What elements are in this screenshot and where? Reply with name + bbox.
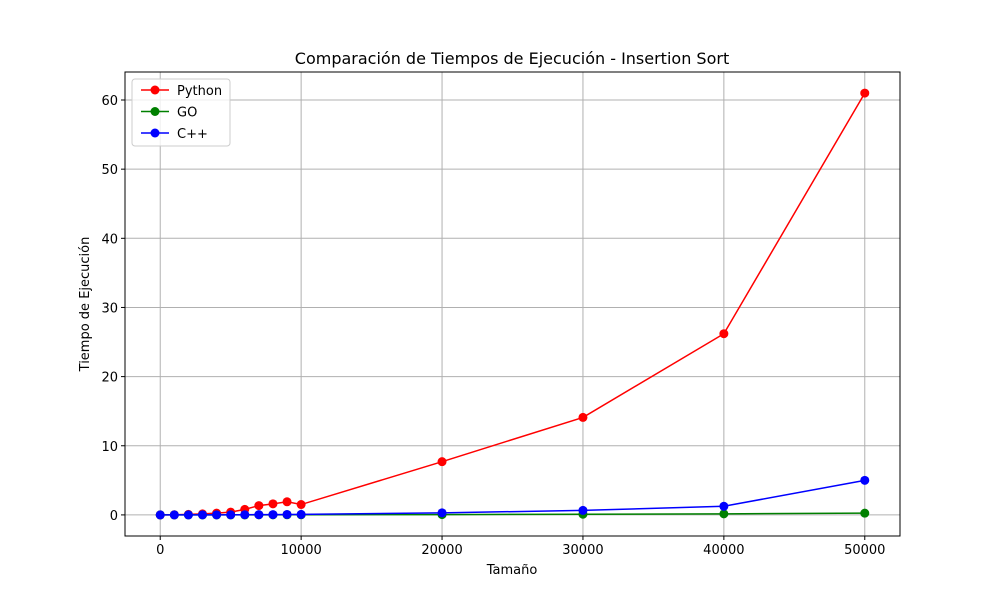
legend-item: Python	[141, 84, 222, 99]
data-point-cpp	[268, 510, 278, 520]
data-point-cpp	[240, 510, 250, 520]
y-tick-label: 10	[101, 440, 118, 455]
x-tick-label: 10000	[280, 543, 321, 558]
y-tick-label: 30	[101, 301, 118, 316]
y-tick-label: 20	[101, 371, 118, 386]
y-axis: 0 10 20 30 40 50 60	[101, 94, 125, 524]
data-point-cpp	[296, 509, 306, 519]
data-point-python	[578, 412, 588, 422]
chart-title: Comparación de Tiempos de Ejecución - In…	[295, 49, 729, 68]
x-tick-label: 50000	[844, 543, 885, 558]
legend: Python GO C++	[131, 78, 231, 147]
data-point-cpp	[860, 475, 870, 485]
data-point-cpp	[282, 509, 292, 519]
data-point-python	[719, 329, 729, 339]
data-point-cpp	[578, 505, 588, 515]
data-point-go	[719, 509, 729, 519]
y-tick-label: 60	[101, 94, 118, 109]
data-point-cpp	[719, 501, 729, 511]
series-cpp	[155, 475, 870, 520]
y-tick-label: 0	[110, 509, 118, 524]
legend-marker	[150, 128, 160, 138]
data-point-cpp	[437, 508, 447, 518]
grid-lines	[125, 72, 900, 536]
data-point-go	[860, 508, 870, 518]
data-point-python	[282, 497, 292, 507]
x-tick-label: 0	[156, 543, 164, 558]
legend-label: C++	[177, 127, 208, 142]
legend-marker	[150, 107, 160, 116]
series-layer	[155, 88, 870, 520]
data-point-python	[268, 499, 278, 509]
data-point-cpp	[212, 510, 222, 520]
legend-item: GO	[141, 106, 197, 121]
legend-label: Python	[177, 84, 222, 99]
x-tick-label: 20000	[421, 543, 462, 558]
data-point-cpp	[155, 510, 165, 520]
data-point-cpp	[226, 510, 236, 520]
legend-label: GO	[177, 106, 197, 121]
data-point-cpp	[169, 510, 179, 520]
x-axis-title: Tamaño	[486, 563, 538, 578]
data-point-python	[296, 500, 306, 510]
x-axis: 0 10000 20000 30000 40000 50000	[156, 536, 885, 558]
data-point-python	[437, 457, 447, 467]
x-tick-label: 30000	[562, 543, 603, 558]
y-tick-label: 40	[101, 232, 118, 247]
y-axis-title: Tiempo de Ejecución	[78, 237, 93, 373]
data-point-cpp	[198, 510, 207, 520]
plot-area-frame	[124, 71, 901, 537]
x-tick-label: 40000	[703, 543, 744, 558]
legend-marker	[150, 85, 160, 95]
data-point-python	[254, 501, 264, 511]
legend-item: C++	[141, 127, 208, 142]
y-tick-label: 50	[101, 163, 118, 178]
data-point-cpp	[254, 510, 264, 520]
data-point-python	[860, 88, 870, 98]
data-point-cpp	[183, 510, 193, 520]
